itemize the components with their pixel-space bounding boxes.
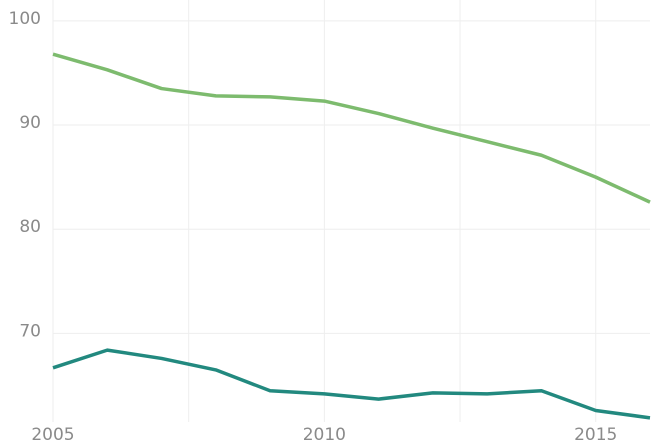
line (52, 52, 651, 204)
x-tick-label: 2005 (31, 425, 74, 445)
y-tick-label: 90 (19, 113, 41, 133)
y-tick-label: 80 (19, 217, 41, 237)
x-tick-label: 2010 (303, 425, 346, 445)
y-tick-label: 100 (9, 9, 41, 29)
x-tick-label: 2015 (574, 425, 617, 445)
y-tick-label: 70 (19, 321, 41, 341)
line (52, 348, 651, 420)
